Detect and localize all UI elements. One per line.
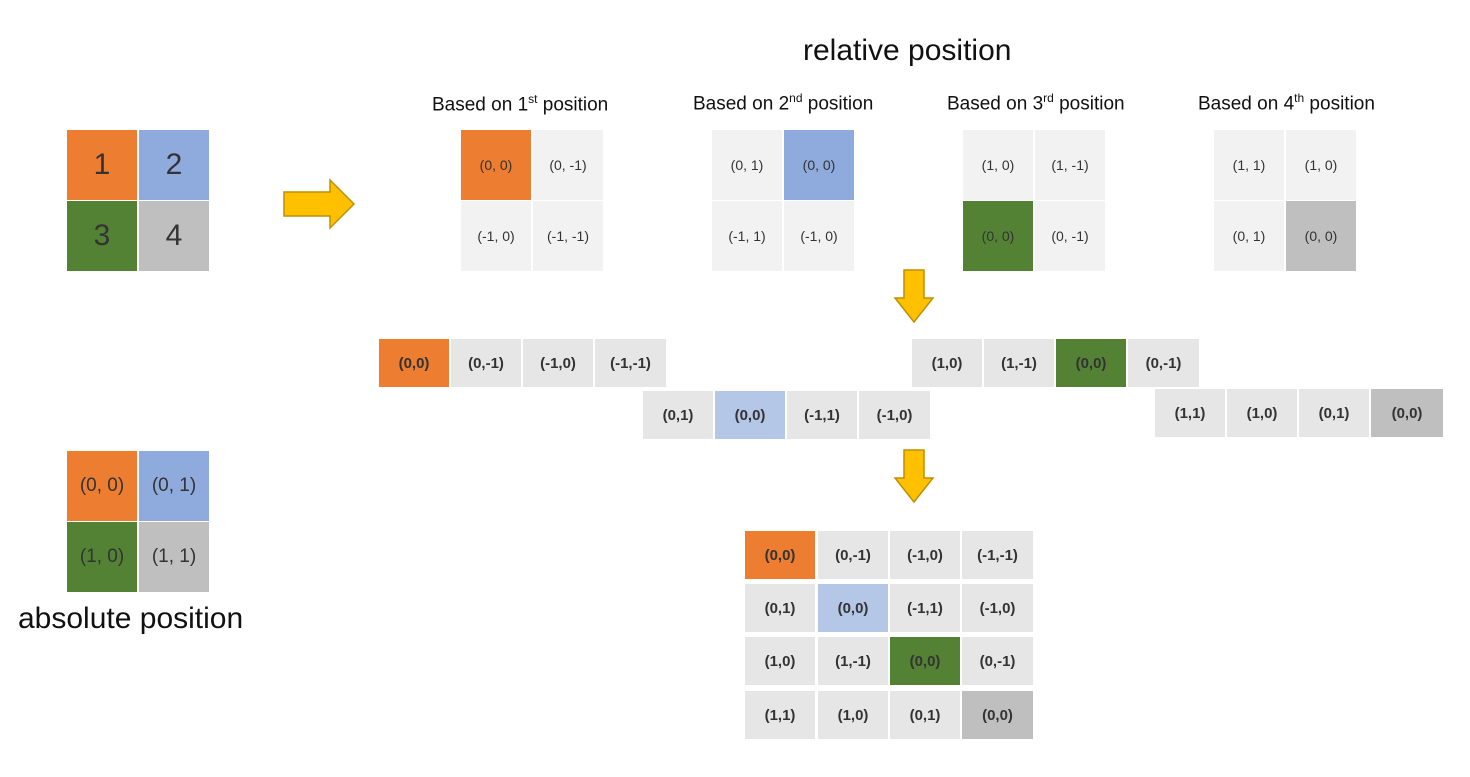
flat-row-1-cell-2: (0,-1) — [451, 339, 521, 387]
matrix-cell-r3c3: (0,0) — [890, 637, 960, 685]
absolute-cell-3: (1, 0) — [67, 522, 137, 592]
matrix-cell-r1c4: (-1,-1) — [962, 531, 1033, 579]
flat-row-2-cell-4: (-1,0) — [859, 391, 930, 439]
flat-row-2-cell-2: (0,0) — [715, 391, 785, 439]
based-on-2nd-label: Based on 2nd position — [693, 91, 874, 115]
matrix-cell-r3c1: (1,0) — [745, 637, 815, 685]
relative-1-cell-3: (-1, 0) — [461, 201, 531, 271]
relative-2-cell-1: (0, 1) — [712, 130, 782, 200]
flat-row-3-cell-3: (0,0) — [1056, 339, 1126, 387]
matrix-cell-r4c2: (1,0) — [818, 691, 888, 739]
flat-row-4-cell-1: (1,1) — [1155, 389, 1225, 437]
relative-2-cell-3: (-1, 1) — [712, 201, 782, 271]
absolute-cell-2: (0, 1) — [139, 451, 209, 521]
down-arrow-icon — [893, 449, 935, 504]
relative-2-cell-4: (-1, 0) — [784, 201, 854, 271]
matrix-cell-r1c2: (0,-1) — [818, 531, 888, 579]
flat-row-2-cell-3: (-1,1) — [787, 391, 857, 439]
matrix-cell-r4c4: (0,0) — [962, 691, 1033, 739]
grid-cell-3: 3 — [67, 201, 137, 271]
based-on-4th-label: Based on 4th position — [1198, 91, 1375, 115]
relative-2-cell-2: (0, 0) — [784, 130, 854, 200]
matrix-cell-r3c4: (0,-1) — [962, 637, 1033, 685]
based-on-3rd-label: Based on 3rd position — [947, 91, 1125, 115]
matrix-cell-r1c3: (-1,0) — [890, 531, 960, 579]
relative-4-cell-3: (0, 1) — [1214, 201, 1284, 271]
grid-cell-2: 2 — [139, 130, 209, 200]
flat-row-1-cell-4: (-1,-1) — [595, 339, 666, 387]
down-arrow-icon — [893, 269, 935, 324]
based-on-1st-label: Based on 1st position — [432, 92, 609, 116]
flat-row-3-cell-1: (1,0) — [912, 339, 982, 387]
relative-3-cell-3: (0, 0) — [963, 201, 1033, 271]
relative-3-cell-1: (1, 0) — [963, 130, 1033, 200]
matrix-cell-r2c4: (-1,0) — [962, 584, 1033, 632]
absolute-cell-1: (0, 0) — [67, 451, 137, 521]
matrix-cell-r4c1: (1,1) — [745, 691, 815, 739]
flat-row-3-cell-4: (0,-1) — [1128, 339, 1199, 387]
matrix-cell-r1c1: (0,0) — [745, 531, 815, 579]
matrix-cell-r4c3: (0,1) — [890, 691, 960, 739]
relative-4-cell-1: (1, 1) — [1214, 130, 1284, 200]
flat-row-3-cell-2: (1,-1) — [984, 339, 1054, 387]
matrix-cell-r2c1: (0,1) — [745, 584, 815, 632]
flat-row-2-cell-1: (0,1) — [643, 391, 713, 439]
relative-1-cell-4: (-1, -1) — [533, 201, 603, 271]
flat-row-4-cell-2: (1,0) — [1227, 389, 1297, 437]
matrix-cell-r2c2: (0,0) — [818, 584, 888, 632]
right-arrow-icon — [283, 178, 356, 230]
matrix-cell-r3c2: (1,-1) — [818, 637, 888, 685]
flat-row-4-cell-3: (0,1) — [1299, 389, 1369, 437]
flat-row-1-cell-1: (0,0) — [379, 339, 449, 387]
flat-row-4-cell-4: (0,0) — [1371, 389, 1443, 437]
matrix-cell-r2c3: (-1,1) — [890, 584, 960, 632]
absolute-cell-4: (1, 1) — [139, 522, 209, 592]
relative-1-cell-1: (0, 0) — [461, 130, 531, 200]
relative-4-cell-4: (0, 0) — [1286, 201, 1356, 271]
relative-4-cell-2: (1, 0) — [1286, 130, 1356, 200]
relative-1-cell-2: (0, -1) — [533, 130, 603, 200]
relative-3-cell-4: (0, -1) — [1035, 201, 1105, 271]
grid-cell-1: 1 — [67, 130, 137, 200]
absolute-position-title: absolute position — [18, 602, 244, 635]
grid-cell-4: 4 — [139, 201, 209, 271]
relative-3-cell-2: (1, -1) — [1035, 130, 1105, 200]
flat-row-1-cell-3: (-1,0) — [523, 339, 593, 387]
relative-position-title: relative position — [803, 34, 1012, 67]
